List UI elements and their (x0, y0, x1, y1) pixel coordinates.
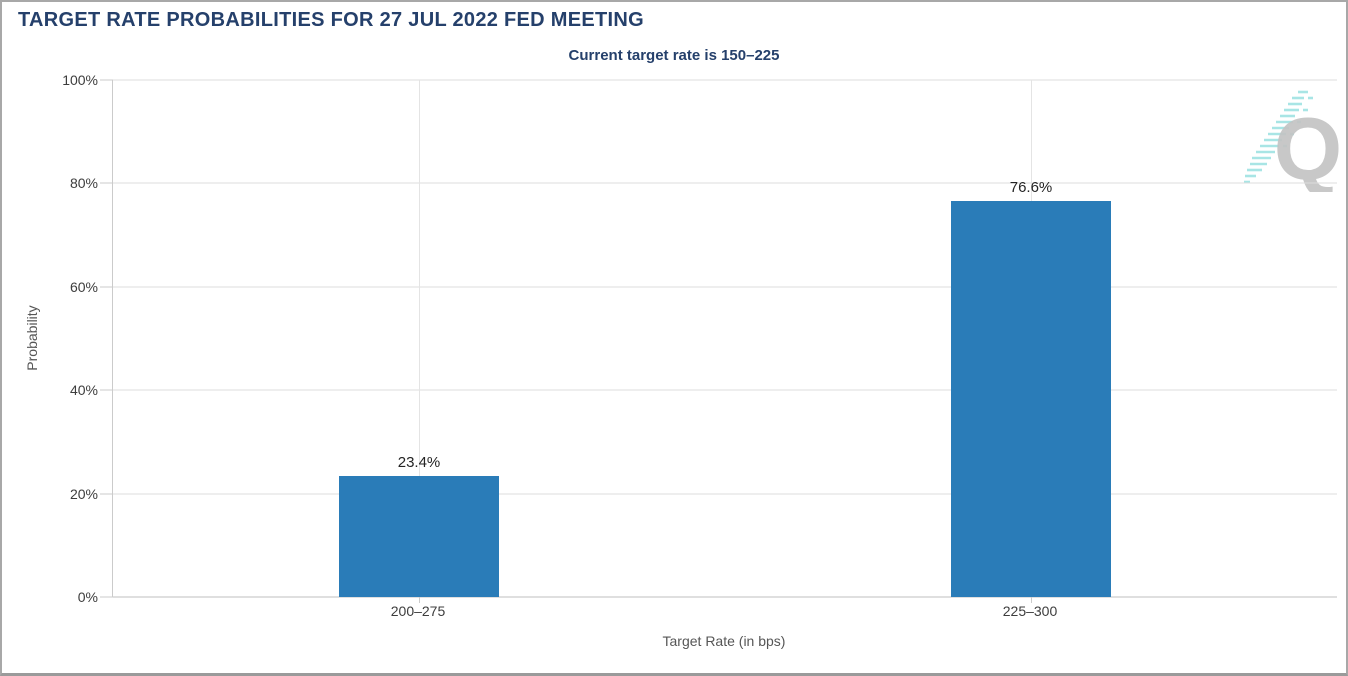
chart-title: TARGET RATE PROBABILITIES FOR 27 JUL 202… (18, 9, 644, 31)
y-tick-mark (100, 389, 113, 391)
y-gridline (113, 596, 1337, 598)
y-tick-label: 100% (62, 72, 98, 88)
y-gridline (113, 389, 1337, 391)
y-tick-mark (100, 596, 113, 598)
x-tick-label: 200–275 (390, 603, 446, 619)
x-tick-label: 225–300 (1002, 603, 1058, 619)
x-tick-mark (1031, 597, 1032, 603)
plot-area: 23.4% 76.6% (100, 79, 1337, 603)
quikstrike-q-watermark-icon: Q (1244, 90, 1342, 192)
y-tick-label: 0% (77, 589, 98, 605)
y-gridline (113, 493, 1337, 495)
y-tick-label: 60% (69, 278, 98, 295)
bar-value-label: 76.6% (1009, 178, 1053, 196)
y-tick-mark (100, 286, 113, 288)
x-tick-mark (419, 597, 420, 603)
y-gridline (113, 286, 1337, 288)
x-axis-title: Target Rate (in bps) (662, 633, 786, 649)
y-tick-mark (100, 182, 113, 184)
bar (339, 476, 499, 597)
y-gridline (113, 182, 1337, 184)
x-axis-tick-labels: 200–275 225–300 (112, 603, 1336, 625)
y-tick-label: 40% (69, 382, 98, 399)
bar (951, 200, 1111, 597)
bar-value-label: 23.4% (397, 454, 441, 472)
chart-subtitle: Current target rate is 150–225 (568, 47, 780, 64)
category-gridline (419, 80, 420, 597)
y-axis-tick-labels: 0% 20% 40% 60% 80% 100% (2, 72, 98, 605)
y-tick-mark (100, 79, 113, 81)
y-tick-mark (100, 493, 113, 495)
y-gridline (113, 79, 1337, 81)
svg-text:Q: Q (1274, 99, 1342, 192)
y-tick-label: 20% (69, 485, 98, 502)
y-tick-label: 80% (69, 175, 98, 192)
